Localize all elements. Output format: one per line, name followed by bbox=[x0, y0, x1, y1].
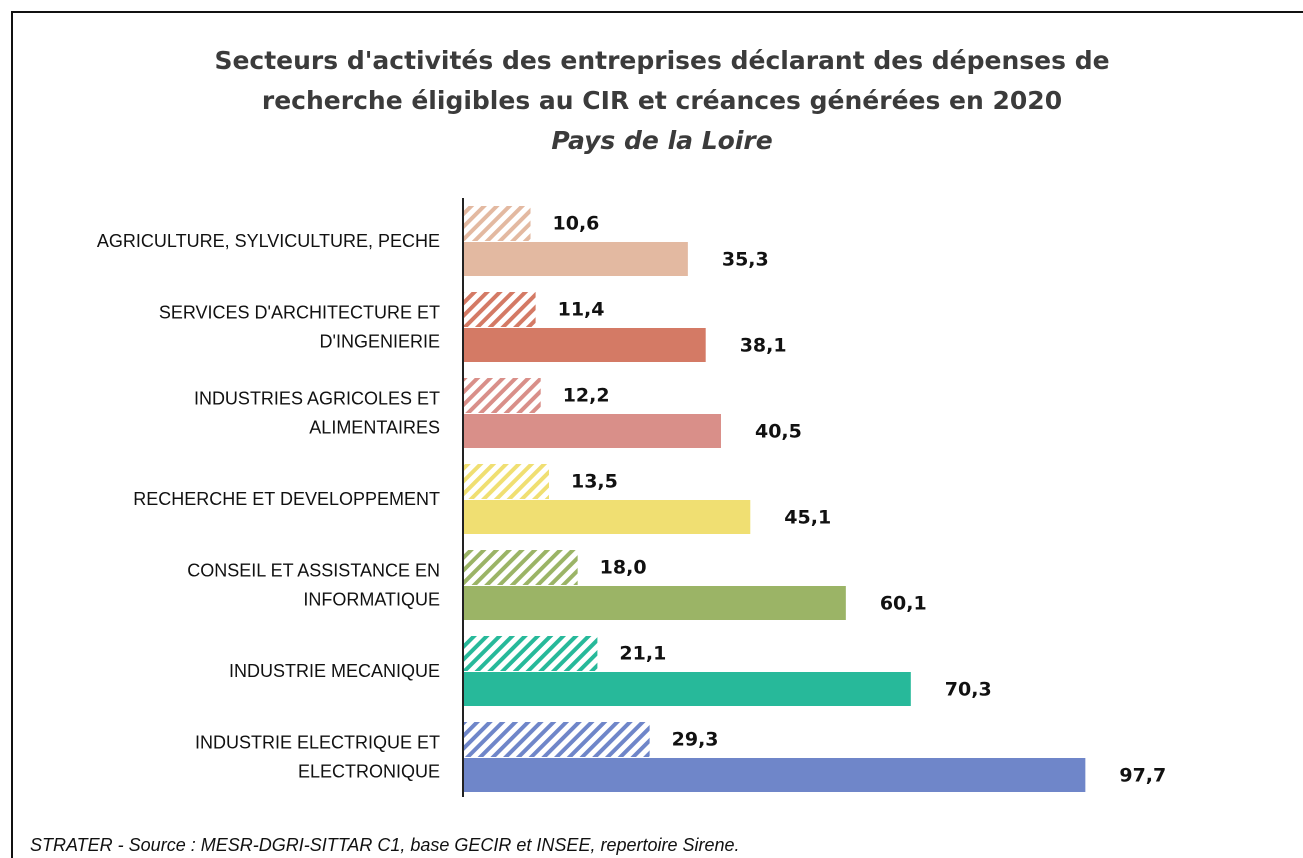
chart-title: recherche éligibles au CIR et créances g… bbox=[262, 86, 1062, 115]
value-label: 10,6 bbox=[553, 213, 600, 235]
source: STRATER - Source : MESR-DGRI-SITTAR C1, … bbox=[30, 835, 740, 855]
category-label: AGRICULTURE, SYLVICULTURE, PECHE bbox=[97, 231, 440, 251]
bar bbox=[463, 414, 721, 448]
bar bbox=[463, 500, 751, 534]
bar bbox=[463, 328, 706, 362]
bar bbox=[463, 722, 650, 757]
bar bbox=[463, 586, 846, 620]
category-label: INDUSTRIE MECANIQUE bbox=[229, 661, 440, 681]
value-label: 38,1 bbox=[740, 335, 787, 357]
value-label: 12,2 bbox=[563, 385, 610, 407]
bar bbox=[463, 242, 688, 276]
bar bbox=[463, 378, 541, 413]
value-label: 13,5 bbox=[571, 471, 618, 493]
value-label: 97,7 bbox=[1119, 765, 1166, 787]
value-label: 18,0 bbox=[600, 557, 647, 579]
bar bbox=[463, 550, 578, 585]
value-label: 11,4 bbox=[558, 299, 605, 321]
value-label: 40,5 bbox=[755, 421, 802, 443]
category-label: INDUSTRIE ELECTRIQUE ET ELECTRONIQUE bbox=[195, 732, 440, 781]
value-label: 45,1 bbox=[784, 507, 831, 529]
category-label: INDUSTRIES AGRICOLES ET ALIMENTAIRES bbox=[194, 388, 440, 437]
category-label: RECHERCHE ET DEVELOPPEMENT bbox=[133, 489, 440, 509]
value-label: 35,3 bbox=[722, 249, 769, 271]
value-label: 21,1 bbox=[619, 643, 666, 665]
bar bbox=[463, 464, 549, 499]
bar bbox=[463, 292, 536, 327]
chart-subtitle: Pays de la Loire bbox=[551, 126, 772, 155]
category-label: CONSEIL ET ASSISTANCE EN INFORMATIQUE bbox=[187, 560, 440, 609]
frame bbox=[11, 11, 1303, 858]
bar bbox=[463, 672, 911, 706]
bar bbox=[463, 636, 598, 671]
value-label: 29,3 bbox=[672, 729, 719, 751]
chart-title: Secteurs d'activités des entreprises déc… bbox=[214, 46, 1109, 75]
bar bbox=[463, 206, 531, 241]
category-label: SERVICES D'ARCHITECTURE ET D'INGENIERIE bbox=[159, 302, 440, 351]
value-label: 70,3 bbox=[945, 679, 992, 701]
bar bbox=[463, 758, 1086, 792]
value-label: 60,1 bbox=[880, 593, 927, 615]
